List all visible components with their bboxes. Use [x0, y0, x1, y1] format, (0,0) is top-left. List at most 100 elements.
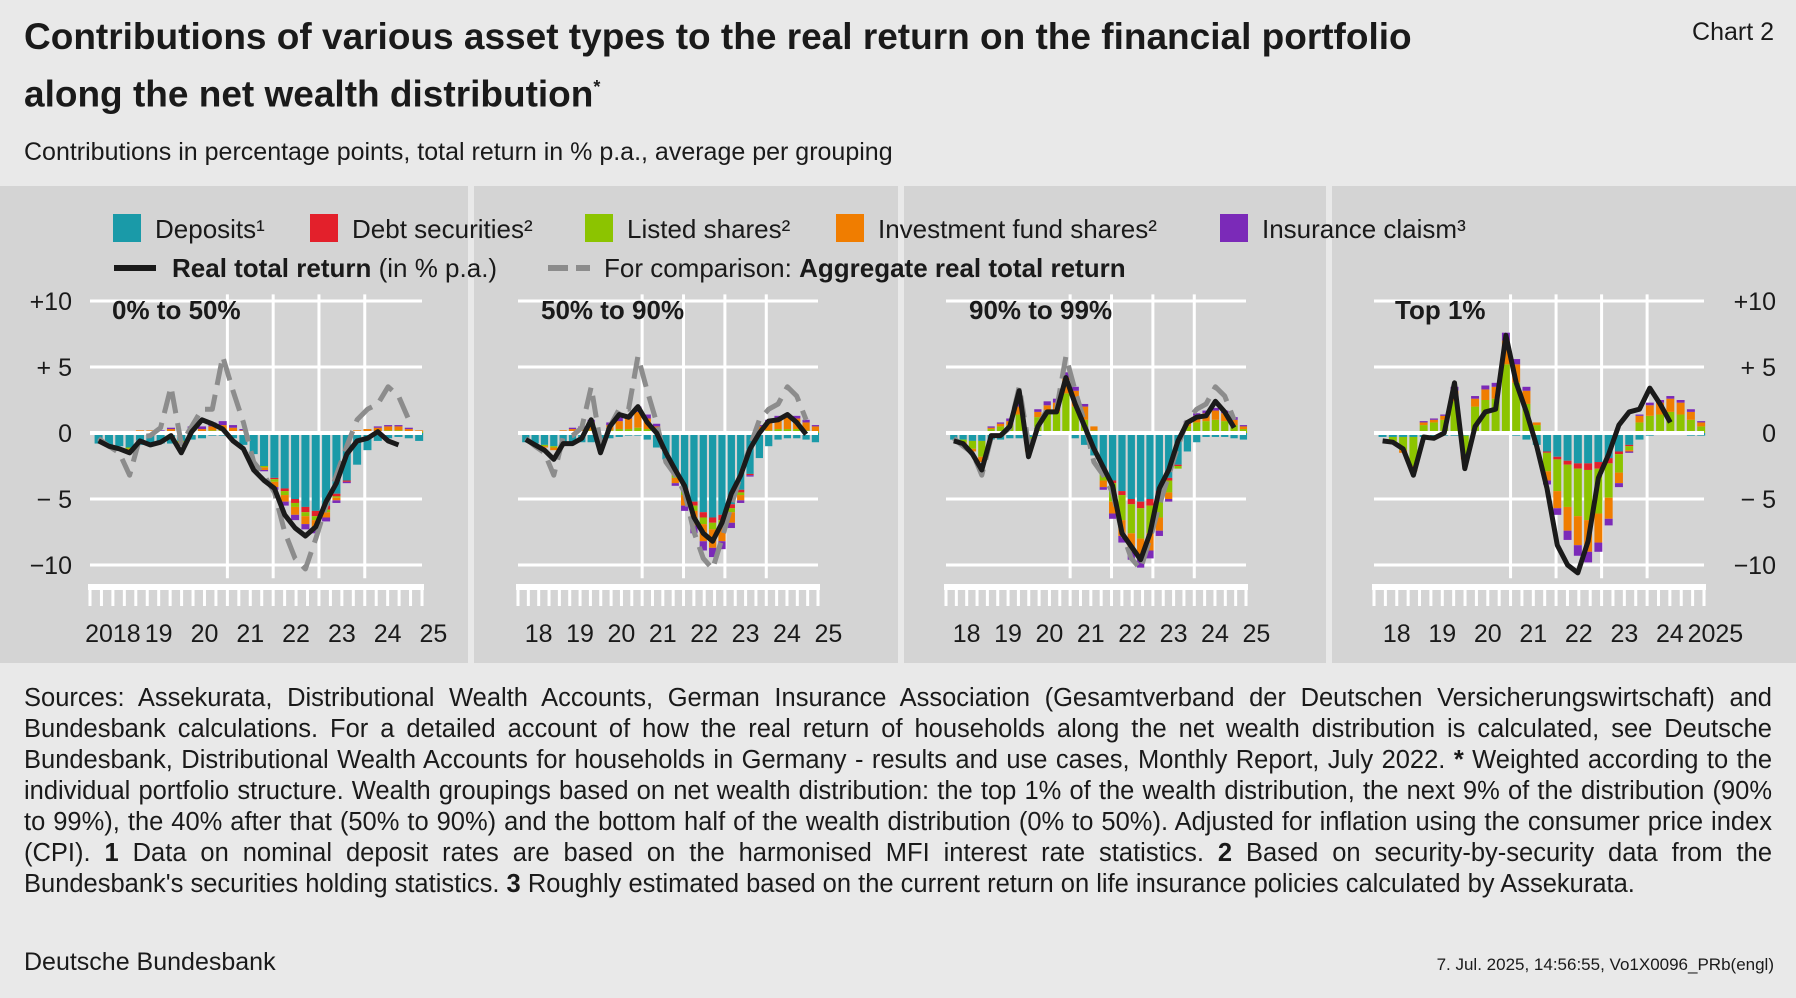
x-tick	[1182, 584, 1186, 606]
x-tick	[1383, 584, 1387, 606]
bar-shares	[1429, 422, 1438, 433]
bar-deposits	[1155, 433, 1163, 492]
bar-funds	[1419, 422, 1428, 426]
bar-deposits	[1015, 433, 1023, 439]
y-tick-label-left: − 5	[37, 486, 72, 514]
bar-shares	[1481, 400, 1490, 433]
bar-funds	[1553, 491, 1562, 509]
x-tick-label: 18	[953, 620, 981, 648]
bar-funds	[996, 423, 1005, 427]
panel-3: 90% to 99% 18 19 20 21 22 23 24 25	[944, 295, 1270, 648]
bar-insurance	[671, 483, 679, 486]
bar-deposits	[1604, 433, 1613, 459]
bar-funds	[394, 426, 403, 431]
x-tick-label: 19	[566, 620, 594, 648]
bar-funds	[1471, 398, 1480, 407]
bar-insurance	[1686, 409, 1695, 412]
bar-insurance	[229, 425, 238, 428]
x-tick-label: 25	[814, 620, 842, 648]
timestamp-stamp: 7. Jul. 2025, 14:56:55, Vo1X0096_PRb(eng…	[1436, 955, 1774, 974]
bar-shares	[996, 426, 1005, 433]
bar-insurance	[1211, 407, 1220, 411]
bar-shares	[1553, 459, 1562, 492]
panel-title: Top 1%	[1395, 295, 1486, 325]
bar-shares	[550, 446, 558, 448]
bar-shares	[959, 439, 967, 443]
x-tick-label: 24	[374, 620, 402, 648]
x-tick	[317, 584, 321, 606]
bar-shares	[1604, 463, 1613, 498]
bar-funds	[166, 429, 175, 432]
x-tick	[609, 584, 613, 606]
bar-shares	[1388, 436, 1397, 443]
x-tick	[271, 584, 275, 606]
bar-shares	[280, 491, 289, 496]
bar-shares	[1573, 468, 1582, 517]
bar-deposits	[550, 433, 558, 447]
bar-funds	[1563, 506, 1572, 531]
note-star: Weighted according to the individual por…	[24, 746, 1772, 867]
bar-funds	[1429, 419, 1438, 423]
x-tick-label: 19	[1428, 620, 1456, 648]
bar-funds	[1522, 390, 1531, 404]
bar-funds	[1645, 405, 1654, 416]
bar-debt	[311, 510, 320, 517]
title-footnote-mark: *	[593, 77, 601, 97]
x-tick	[1543, 584, 1547, 606]
bar-shares	[709, 522, 717, 530]
x-tick	[1588, 584, 1592, 606]
bar-funds	[550, 447, 558, 451]
bar-insurance	[404, 427, 413, 430]
bar-funds	[1481, 389, 1490, 400]
bar-debt	[1573, 463, 1582, 469]
bar-deposits	[1080, 433, 1089, 445]
bar-debt	[1625, 444, 1634, 447]
bar-shares	[301, 512, 310, 517]
bar-funds	[1090, 426, 1098, 431]
bar-shares	[1460, 435, 1469, 455]
x-tick-label: 22	[1118, 620, 1146, 648]
bar-funds	[270, 481, 279, 488]
bar-funds	[1625, 450, 1634, 452]
bar-shares	[1193, 422, 1201, 433]
bar-funds	[1034, 411, 1042, 418]
bar-funds	[615, 421, 623, 430]
bar-insurance	[1553, 508, 1562, 515]
bar-deposits	[1108, 433, 1117, 481]
bar-funds	[1697, 422, 1706, 427]
x-tick	[1027, 584, 1031, 606]
bar-shares	[737, 492, 745, 496]
bar-insurance	[1481, 385, 1490, 390]
bar-shares	[1471, 406, 1480, 433]
x-tick-label: 20	[191, 620, 219, 648]
aggregate-return-line	[97, 353, 412, 572]
x-tick-label: 21	[1077, 620, 1105, 648]
footnotes: Sources: Assekurata, Distributional Weal…	[24, 683, 1772, 900]
bar-shares	[1221, 421, 1229, 433]
x-tick	[145, 584, 149, 606]
x-tick	[954, 584, 958, 606]
bar-deposits	[125, 433, 134, 448]
bar-shares	[1202, 421, 1210, 433]
bar-funds	[198, 429, 207, 432]
x-tick-label: 22	[1565, 620, 1593, 648]
bar-funds	[404, 429, 413, 432]
x-tick-label: 22	[282, 620, 310, 648]
x-tick	[386, 584, 390, 606]
bar-shares	[1146, 505, 1154, 534]
bar-deposits	[1239, 433, 1248, 440]
bar-shares	[1645, 415, 1654, 433]
bar-deposits	[363, 433, 372, 451]
legend-real-bold: Real total return	[172, 253, 371, 283]
bar-debt	[1118, 491, 1126, 496]
x-tick	[975, 584, 979, 606]
bar-funds	[568, 429, 577, 432]
note-mark-star: *	[1453, 746, 1464, 774]
bar-insurance	[301, 524, 310, 530]
x-tick	[806, 584, 810, 606]
x-tick-label: 20	[1474, 620, 1502, 648]
bar-insurance	[1429, 418, 1438, 420]
bar-insurance	[1062, 372, 1070, 378]
x-tick	[225, 584, 229, 606]
